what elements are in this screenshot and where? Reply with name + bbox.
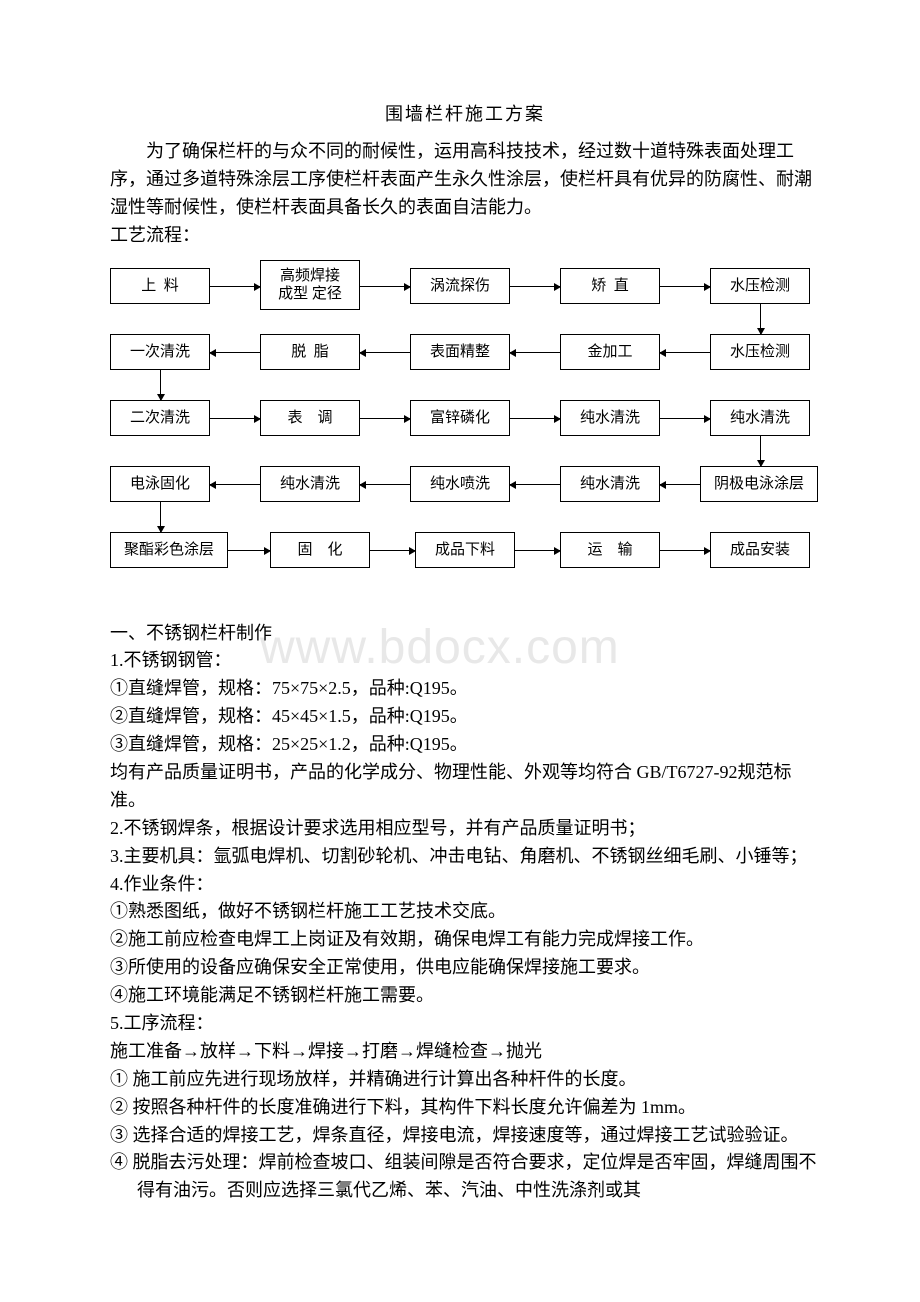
flow-node: 矫 直 — [560, 268, 660, 304]
flow-node: 富锌磷化 — [410, 400, 510, 436]
flow-arrow — [760, 436, 761, 466]
flow-node: 上 料 — [110, 268, 210, 304]
intro-paragraph: 为了确保栏杆的与众不同的耐候性，运用高科技技术，经过数十道特殊表面处理工序，通过… — [110, 138, 820, 222]
flow-node: 一次清洗 — [110, 334, 210, 370]
flow-node: 纯水清洗 — [560, 400, 660, 436]
body-line: ① 施工前应先进行现场放样，并精确进行计算出各种杆件的长度。 — [110, 1066, 820, 1094]
flow-arrow — [660, 418, 710, 419]
flow-arrow — [515, 550, 560, 551]
flow-node: 表 调 — [260, 400, 360, 436]
flow-node: 二次清洗 — [110, 400, 210, 436]
flow-arrow — [360, 352, 410, 353]
body-line: ①熟悉图纸，做好不锈钢栏杆施工工艺技术交底。 — [110, 898, 820, 926]
flow-node: 聚酯彩色涂层 — [110, 532, 228, 568]
body-line: 5.工序流程： — [110, 1010, 820, 1038]
flow-node: 电泳固化 — [110, 466, 210, 502]
flow-arrow — [660, 286, 710, 287]
flow-arrow — [360, 484, 410, 485]
flow-arrow — [160, 502, 161, 532]
flow-arrow — [660, 484, 700, 485]
body-line: ② 按照各种杆件的长度准确进行下料，其构件下料长度允许偏差为 1mm。 — [110, 1094, 820, 1122]
flow-arrow — [760, 304, 761, 334]
body-line: ③直缝焊管，规格：25×25×1.2，品种:Q195。 — [110, 731, 820, 759]
flow-arrow — [160, 370, 161, 400]
flow-arrow — [360, 418, 410, 419]
body-line: 施工准备→放样→下料→焊接→打磨→焊缝检查→抛光 — [110, 1038, 820, 1066]
section-heading: 一、不锈钢栏杆制作 — [110, 620, 820, 648]
body-line: ③ 选择合适的焊接工艺，焊条直径，焊接电流，焊接速度等，通过焊接工艺试验验证。 — [110, 1122, 820, 1150]
flow-node: 水压检测 — [710, 334, 810, 370]
flow-arrow — [510, 286, 560, 287]
flow-arrow — [210, 352, 260, 353]
flow-node: 纯水清洗 — [710, 400, 810, 436]
flow-arrow — [510, 418, 560, 419]
body-line: 3.主要机具：氩弧电焊机、切割砂轮机、冲击电钻、角磨机、不锈钢丝细毛刷、小锤等； — [110, 843, 820, 871]
body-line: ②直缝焊管，规格：45×45×1.5，品种:Q195。 — [110, 703, 820, 731]
body-line: ④ 脱脂去污处理：焊前检查坡口、组装间隙是否符合要求，定位焊是否牢固，焊缝周围不… — [110, 1149, 820, 1205]
flow-arrow — [660, 550, 710, 551]
flow-node: 涡流探伤 — [410, 268, 510, 304]
flow-node: 表面精整 — [410, 334, 510, 370]
body-line: ③所使用的设备应确保安全正常使用，供电应能确保焊接施工要求。 — [110, 954, 820, 982]
flow-arrow — [360, 286, 410, 287]
flow-node: 纯水清洗 — [260, 466, 360, 502]
flow-node: 金加工 — [560, 334, 660, 370]
body-line: 1.不锈钢钢管： — [110, 647, 820, 675]
process-flowchart: 上 料 高频焊接 成型 定径 涡流探伤 矫 直 水压检测 一次清洗 脱 脂 表面… — [110, 260, 820, 600]
body-line: ①直缝焊管，规格：75×75×2.5，品种:Q195。 — [110, 675, 820, 703]
flow-arrow — [210, 484, 260, 485]
body-line: 均有产品质量证明书，产品的化学成分、物理性能、外观等均符合 GB/T6727-9… — [110, 759, 820, 815]
flow-node: 纯水喷洗 — [410, 466, 510, 502]
flow-node: 固 化 — [270, 532, 370, 568]
flow-label: 工艺流程： — [110, 222, 820, 250]
body-content: 一、不锈钢栏杆制作 1.不锈钢钢管： ①直缝焊管，规格：75×75×2.5，品种… — [110, 620, 820, 1206]
body-line: 2.不锈钢焊条，根据设计要求选用相应型号，并有产品质量证明书； — [110, 815, 820, 843]
flow-arrow — [370, 550, 415, 551]
body-line: 4.作业条件： — [110, 871, 820, 899]
flow-node: 成品安装 — [710, 532, 810, 568]
flow-node: 脱 脂 — [260, 334, 360, 370]
flow-node: 水压检测 — [710, 268, 810, 304]
flow-arrow — [510, 484, 560, 485]
flow-node: 高频焊接 成型 定径 — [260, 260, 360, 310]
flow-node: 成品下料 — [415, 532, 515, 568]
flow-node: 运 输 — [560, 532, 660, 568]
flow-arrow — [210, 286, 260, 287]
flow-arrow — [510, 352, 560, 353]
body-line: ②施工前应检查电焊工上岗证及有效期，确保电焊工有能力完成焊接工作。 — [110, 926, 820, 954]
doc-title: 围墙栏杆施工方案 — [110, 100, 820, 126]
body-line: ④施工环境能满足不锈钢栏杆施工需要。 — [110, 982, 820, 1010]
flow-arrow — [228, 550, 270, 551]
flow-node: 纯水清洗 — [560, 466, 660, 502]
flow-node: 阴极电泳涂层 — [700, 466, 818, 502]
flow-arrow — [210, 418, 260, 419]
flow-arrow — [660, 352, 710, 353]
